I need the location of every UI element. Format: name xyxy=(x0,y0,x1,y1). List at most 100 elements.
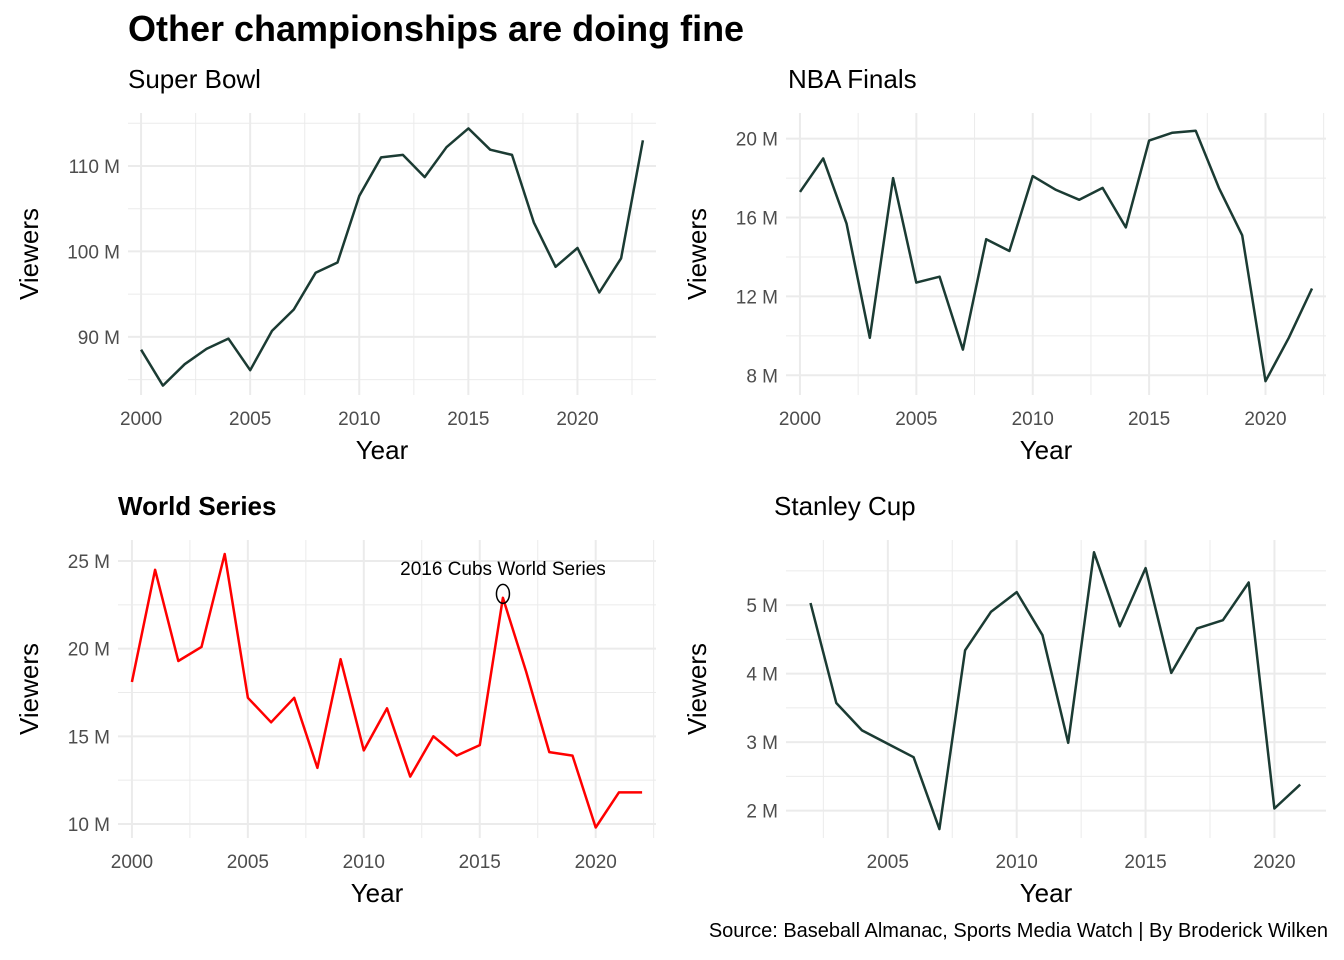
data-point xyxy=(162,384,164,386)
x-tick-label: 2005 xyxy=(227,852,269,873)
series-line xyxy=(140,127,645,387)
data-point xyxy=(293,697,295,699)
data-point xyxy=(270,721,272,723)
data-point xyxy=(554,266,556,268)
data-point xyxy=(489,149,491,151)
x-tick-label: 2005 xyxy=(867,852,909,873)
x-axis-title: Year xyxy=(1020,435,1073,465)
y-tick-label: 4 M xyxy=(746,665,778,686)
y-tick-label: 110 M xyxy=(69,157,120,178)
data-point xyxy=(131,681,133,683)
x-tick-label: 2010 xyxy=(1012,409,1054,430)
data-point xyxy=(598,291,600,293)
data-point xyxy=(1055,189,1057,191)
data-point xyxy=(799,191,801,193)
y-tick-label: 8 M xyxy=(746,366,778,387)
panel-title: Stanley Cup xyxy=(774,491,916,521)
x-tick-label: 2015 xyxy=(1124,852,1166,873)
data-point xyxy=(271,330,273,332)
data-point xyxy=(205,348,207,350)
data-point xyxy=(595,826,597,828)
panel-title: NBA Finals xyxy=(788,64,917,94)
data-point xyxy=(938,828,940,830)
data-point xyxy=(1299,783,1301,785)
x-tick-label: 2005 xyxy=(229,409,271,430)
data-point xyxy=(184,363,186,365)
data-point xyxy=(1311,287,1313,289)
panel-title: World Series xyxy=(118,491,276,521)
data-point xyxy=(249,369,251,371)
data-point xyxy=(200,646,202,648)
annotation-circle xyxy=(495,583,511,605)
data-point xyxy=(835,702,837,704)
data-point xyxy=(822,157,824,159)
data-point xyxy=(358,195,360,197)
data-point xyxy=(861,729,863,731)
chart-panel-1: 2000 2005 2010 2015 2020 90 M 100 M 110 M Super … xyxy=(14,64,656,465)
series-line xyxy=(798,129,1314,383)
y-axis-title: Viewers xyxy=(682,208,712,300)
data-point xyxy=(154,569,156,571)
data-point xyxy=(316,767,318,769)
data-point xyxy=(642,139,644,141)
data-point xyxy=(409,775,411,777)
data-point xyxy=(618,791,620,793)
x-tick-label: 2020 xyxy=(1253,852,1295,873)
series-line xyxy=(809,551,1302,831)
data-point xyxy=(1288,337,1290,339)
data-point xyxy=(1247,581,1249,583)
data-point xyxy=(1171,132,1173,134)
y-tick-label: 5 M xyxy=(746,596,778,617)
x-axis-title: Year xyxy=(356,435,409,465)
data-point xyxy=(990,611,992,613)
x-axis-title: Year xyxy=(351,878,404,908)
data-point xyxy=(809,602,811,604)
y-tick-label: 25 M xyxy=(68,552,110,573)
data-point xyxy=(641,791,643,793)
chart-panel-2: 2000 2005 2010 2015 2020 8 M 12 M 16 M 20 M NBA F… xyxy=(682,64,1326,465)
y-tick-label: 15 M xyxy=(68,727,110,748)
data-point xyxy=(314,272,316,274)
x-tick-label: 2010 xyxy=(338,409,380,430)
data-point xyxy=(1078,199,1080,201)
data-point xyxy=(845,222,847,224)
data-point xyxy=(1273,807,1275,809)
x-tick-label: 2005 xyxy=(895,409,937,430)
y-tick-label: 12 M xyxy=(736,287,778,308)
data-point xyxy=(1119,625,1121,627)
data-point xyxy=(386,707,388,709)
data-point xyxy=(227,337,229,339)
data-point xyxy=(1144,567,1146,569)
data-point xyxy=(892,177,894,179)
data-point xyxy=(445,146,447,148)
data-point xyxy=(1067,742,1069,744)
y-axis-title: Viewers xyxy=(14,643,44,735)
data-point xyxy=(1222,619,1224,621)
data-point xyxy=(511,154,513,156)
data-point xyxy=(1264,380,1266,382)
y-tick-label: 20 M xyxy=(736,130,778,151)
x-tick-label: 2015 xyxy=(447,409,489,430)
page-title: Other championships are doing fine xyxy=(128,8,745,49)
x-tick-label: 2000 xyxy=(779,409,821,430)
data-point xyxy=(1101,187,1103,189)
data-point xyxy=(1093,551,1095,553)
data-point xyxy=(1015,591,1017,593)
x-tick-label: 2010 xyxy=(343,852,385,873)
data-point xyxy=(985,238,987,240)
data-point xyxy=(363,749,365,751)
annotation-label: 2016 Cubs World Series xyxy=(400,559,606,580)
chart-panel-3: 2000 2005 2010 2015 2020 10 M 15 M 20 M 25 M 2016… xyxy=(14,491,656,908)
data-point xyxy=(1196,627,1198,629)
data-point xyxy=(1041,634,1043,636)
data-point xyxy=(533,221,535,223)
x-tick-label: 2000 xyxy=(120,409,162,430)
data-point xyxy=(479,744,481,746)
source-caption: Source: Baseball Almanac, Sports Media W… xyxy=(708,920,1328,942)
data-point xyxy=(140,349,142,351)
y-tick-label: 16 M xyxy=(736,209,778,230)
series-line xyxy=(130,552,643,829)
data-point xyxy=(293,308,295,310)
data-point xyxy=(467,127,469,129)
